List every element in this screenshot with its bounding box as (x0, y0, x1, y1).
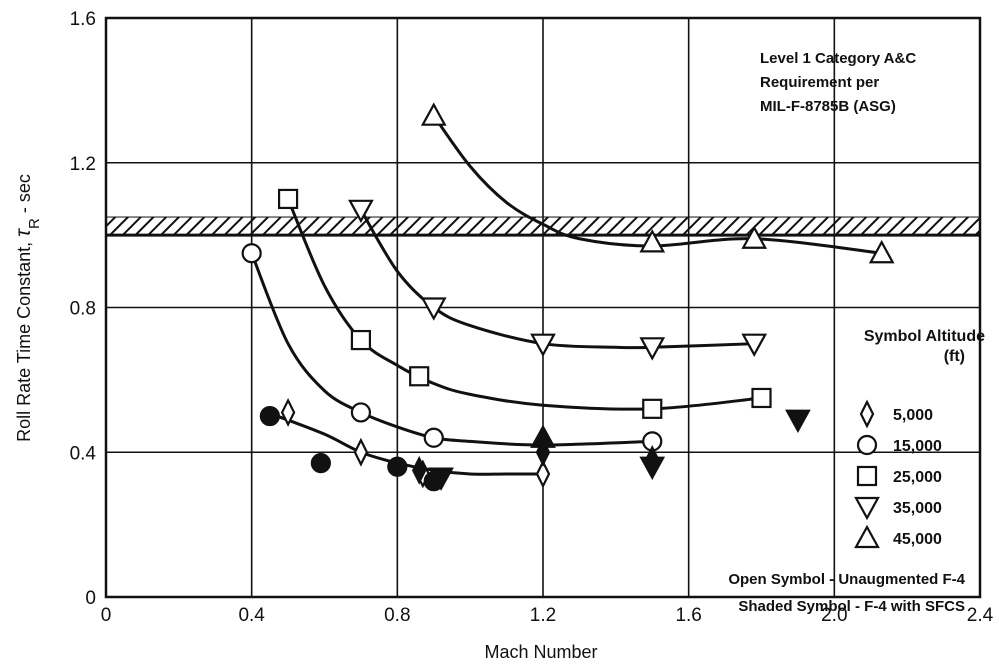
y-axis-title-subscript: R (26, 218, 43, 229)
shaded-circle-marker (259, 405, 280, 427)
plot-frame (104, 16, 982, 599)
y-tick-label: 0.8 (70, 299, 96, 320)
legend-label-25000: 25,000 (893, 469, 942, 486)
legend-square-icon (856, 465, 878, 487)
requirement-band (105, 216, 981, 237)
y-axis-title: Roll Rate Time Constant, τR - sec (12, 174, 43, 442)
x-tick-label: 1.6 (675, 605, 701, 626)
open-triangle-up-marker (639, 229, 666, 253)
y-tick-label: 0.4 (70, 443, 97, 464)
open-circle-marker (423, 427, 444, 448)
open-square-marker (751, 387, 772, 409)
shaded-diamond-marker (411, 455, 427, 485)
requirement-band-hatch (105, 216, 981, 236)
legend-title-unit: (ft) (944, 348, 965, 365)
shaded-triangle-down-marker (639, 456, 666, 481)
y-axis-title-text: Roll Rate Time Constant, (14, 237, 34, 442)
x-axis-title: Mach Number (484, 642, 597, 662)
shaded-circle-marker (310, 453, 331, 474)
legend-triangle-up-icon (854, 524, 880, 549)
legend-label-5000: 5,000 (893, 407, 933, 424)
open-diamond-marker (353, 437, 369, 467)
open-square-marker (409, 366, 430, 387)
open-diamond-marker (535, 459, 551, 489)
open-square-marker (642, 398, 663, 419)
legend-label-35000: 35,000 (893, 500, 942, 517)
legend-note-open: Open Symbol - Unaugmented F-4 (728, 571, 965, 588)
x-tick-label: 2.4 (967, 605, 994, 626)
legend-triangle-down-icon (854, 496, 880, 521)
x-tick-label: 2.0 (821, 605, 847, 626)
open-circle-marker (241, 243, 262, 264)
shaded-circle-marker (387, 456, 408, 477)
x-tick-label: 0.4 (238, 605, 265, 626)
open-square-marker (350, 329, 372, 351)
legend: Symbol Altitude (ft) 5,000 15,000 25,000… (728, 328, 985, 615)
y-axis-title-symbol: τ (12, 228, 35, 237)
annotation-line-1: Level 1 Category A&C (760, 50, 916, 67)
open-circle-marker (350, 402, 372, 423)
shaded-triangle-down-marker (785, 409, 811, 433)
shaded-triangle-down-marker (428, 467, 454, 491)
y-tick-label: 0 (85, 588, 96, 609)
y-axis-title-unit: - sec (14, 174, 34, 218)
y-tick-label: 1.2 (70, 154, 96, 175)
y-tick-label: 1.6 (70, 9, 96, 30)
open-triangle-up-marker (420, 102, 447, 126)
open-triangle-down-marker (741, 333, 768, 357)
tick-labels: 0 0.4 0.8 1.2 1.6 2.0 2.4 0 0.4 0.8 1.2 1.6 (70, 9, 994, 626)
open-square-marker (277, 188, 299, 210)
legend-label-45000: 45,000 (893, 531, 942, 548)
legend-circle-icon (856, 434, 878, 456)
open-diamond-marker (280, 397, 296, 427)
open-triangle-down-marker (348, 199, 374, 224)
data-markers (241, 102, 895, 492)
shaded-triangle-up-marker (530, 424, 556, 448)
open-triangle-down-marker (639, 337, 666, 361)
legend-title: Symbol Altitude (864, 328, 985, 345)
annotation-line-2: Requirement per (760, 74, 879, 91)
x-tick-label: 0 (101, 605, 112, 626)
open-triangle-up-marker (868, 239, 895, 264)
legend-label-15000: 15,000 (893, 438, 942, 455)
legend-note-shaded: Shaded Symbol - F-4 with SFCS (738, 598, 965, 615)
fit-curves (250, 114, 882, 476)
annotation-line-3: MIL-F-8785B (ASG) (760, 98, 896, 115)
x-tick-label: 1.2 (530, 605, 556, 626)
fit-curve (250, 252, 653, 447)
open-triangle-down-marker (420, 297, 447, 321)
legend-diamond-icon (859, 399, 875, 429)
x-tick-label: 0.8 (384, 605, 410, 626)
open-triangle-down-marker (530, 333, 556, 357)
open-triangle-up-marker (741, 225, 768, 249)
legend-symbols (854, 399, 880, 549)
